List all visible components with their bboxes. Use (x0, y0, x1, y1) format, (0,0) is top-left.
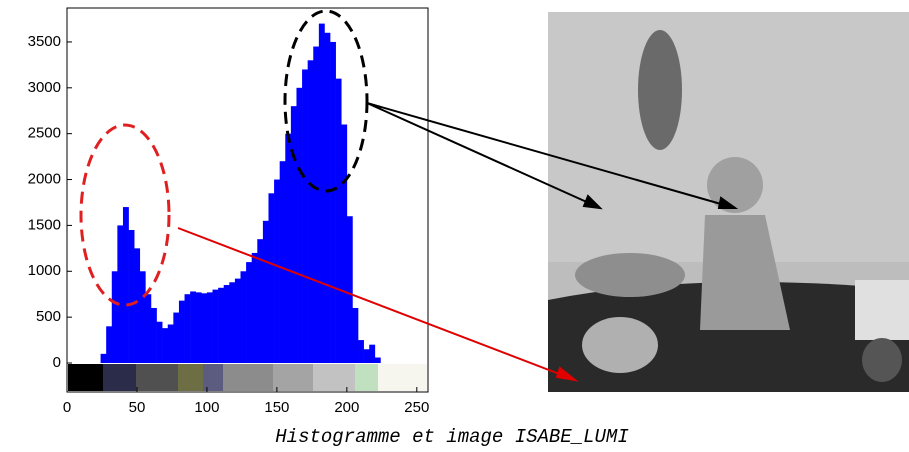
bar (134, 248, 141, 364)
bar (106, 326, 113, 364)
bar (218, 287, 225, 364)
bar (117, 225, 124, 364)
bar (279, 161, 286, 364)
bar (167, 324, 174, 364)
bar (240, 271, 247, 364)
y-tick-label: 0 (53, 354, 61, 371)
bar (111, 271, 118, 364)
y-tick-label: 2000 (28, 171, 61, 188)
bar (330, 41, 336, 364)
bar (324, 32, 331, 364)
bar (257, 239, 264, 364)
x-tick-label: 100 (194, 399, 219, 416)
bar (346, 216, 353, 364)
bar (206, 292, 213, 364)
bar (145, 294, 152, 364)
bar (274, 179, 280, 364)
bar (128, 229, 135, 364)
bar (251, 252, 258, 364)
bar (178, 300, 185, 364)
bar (358, 340, 364, 364)
bar (246, 262, 252, 364)
bar (190, 291, 197, 364)
bar (318, 23, 325, 364)
x-tick-label: 150 (264, 399, 289, 416)
x-tick-label: 250 (404, 399, 429, 416)
bar (363, 349, 370, 364)
bars (100, 23, 381, 364)
colorbar (68, 364, 427, 391)
bar (162, 328, 169, 364)
bar (374, 357, 381, 364)
bar (100, 353, 107, 364)
bar (223, 285, 230, 364)
bar (184, 294, 191, 364)
bar (268, 193, 275, 364)
bar (352, 307, 359, 364)
bar (307, 60, 314, 364)
x-tick-label: 0 (63, 399, 71, 416)
bar (234, 278, 241, 364)
bar (212, 289, 219, 364)
bar (285, 133, 292, 364)
y-tick-label: 2500 (28, 125, 61, 142)
caption: Histogramme et image ISABE_LUMI (275, 426, 628, 448)
bar (173, 312, 180, 364)
bar (302, 69, 308, 364)
bar (313, 46, 320, 364)
bar (150, 307, 157, 364)
bar (290, 106, 297, 364)
bar (139, 271, 146, 364)
arrow-red (177, 227, 579, 382)
bar (122, 207, 129, 364)
bar (369, 344, 376, 364)
x-tick-label: 50 (129, 399, 146, 416)
ellipse-peak (283, 9, 369, 193)
ellipse-dark (79, 123, 171, 307)
bar (335, 78, 342, 364)
bar (296, 87, 303, 364)
y-tick-label: 1000 (28, 262, 61, 279)
bar (262, 220, 269, 364)
y-tick-label: 3500 (28, 33, 61, 50)
y-tick-label: 1500 (28, 216, 61, 233)
y-tick-label: 500 (36, 308, 61, 325)
photo (548, 12, 909, 392)
bar (341, 124, 348, 364)
bar (195, 292, 202, 364)
bar (229, 282, 236, 364)
y-tick-label: 3000 (28, 79, 61, 96)
bar (201, 293, 208, 364)
bar (156, 321, 163, 364)
x-tick-label: 200 (334, 399, 359, 416)
arrows-black (366, 102, 739, 210)
